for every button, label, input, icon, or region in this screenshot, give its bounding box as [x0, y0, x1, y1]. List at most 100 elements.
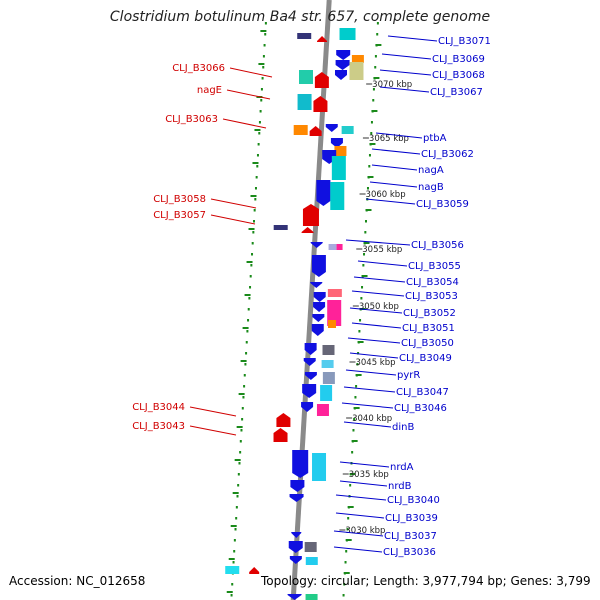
right-gene-label: CLJ_B3055: [408, 261, 461, 272]
ruler-dot: [372, 88, 375, 91]
ruler-tick: [375, 44, 382, 46]
leader-line: [369, 181, 418, 188]
topology-text: Topology: circular; Length: 3,977,794 bp…: [261, 574, 591, 588]
right-gene-label: CLJ_B3052: [403, 308, 456, 319]
right-gene-label: CLJ_B3059: [416, 199, 469, 210]
feature-box: [322, 345, 335, 355]
kbp-label: 3030 kbp: [345, 526, 385, 536]
feature-box: [321, 360, 334, 368]
leader-line: [189, 406, 237, 417]
ruler-dot: [370, 121, 373, 124]
ruler-dot: [356, 363, 359, 366]
ruler-dot: [361, 286, 364, 289]
ruler-tick: [361, 275, 368, 277]
ruler-tick: [373, 77, 380, 79]
right-gene-label: CLJ_B3062: [421, 149, 474, 160]
ruler-tick: [246, 261, 253, 263]
ruler-dot: [359, 319, 362, 322]
left-gene-label: CLJ_B3057: [153, 210, 206, 221]
reverse-gene: [325, 124, 338, 132]
ruler-dot: [352, 429, 355, 432]
ruler-dot: [247, 308, 250, 311]
reverse-gene: [303, 358, 316, 366]
reverse-gene: [289, 494, 304, 502]
feature-box: [299, 70, 313, 84]
ruler-dot: [351, 451, 354, 454]
ruler-dot: [355, 385, 358, 388]
ruler-dot: [344, 561, 347, 564]
feature-box: [322, 372, 335, 384]
leader-line: [371, 164, 418, 171]
forward-gene: [309, 126, 322, 136]
left-gene-label: CLJ_B3066: [172, 63, 225, 74]
ruler-dot: [263, 44, 266, 47]
leader-line: [357, 260, 408, 267]
reverse-gene: [289, 556, 302, 564]
feature-box: [304, 542, 317, 552]
forward-gene: [302, 204, 319, 226]
ruler-tick: [248, 228, 255, 230]
leader-line: [381, 53, 432, 60]
leader-line: [379, 69, 432, 76]
reverse-gene: [313, 292, 326, 302]
ruler-dot: [259, 110, 262, 113]
forward-gene: [317, 36, 328, 42]
ruler-dot: [249, 275, 252, 278]
leader-line: [333, 530, 384, 537]
ruler-tick: [250, 195, 257, 197]
ruler-dot: [349, 484, 352, 487]
ruler-tick: [230, 525, 237, 527]
feature-box: [305, 594, 318, 600]
leader-line: [222, 118, 267, 129]
genome-title: Clostridium botulinum Ba4 str. 657, comp…: [109, 9, 491, 25]
ruler-tick: [355, 374, 362, 376]
left-gene-label: CLJ_B3043: [132, 421, 185, 432]
ruler-dot: [372, 99, 375, 102]
right-gene-label: CLJ_B3047: [396, 387, 449, 398]
right-gene-label: CLJ_B3037: [384, 531, 437, 542]
right-gene-label: CLJ_B3071: [438, 36, 491, 47]
leader-line: [353, 276, 406, 283]
feature-box: [293, 125, 308, 135]
ruler-tick: [236, 426, 243, 428]
ruler-tick: [371, 110, 378, 112]
feature-box: [336, 244, 343, 250]
leader-line: [345, 239, 411, 246]
ruler-dot: [370, 132, 373, 135]
feature-box: [349, 62, 364, 80]
ruler-tick: [242, 327, 249, 329]
leader-line: [229, 67, 273, 78]
ruler-dot: [343, 583, 346, 586]
leader-line: [351, 322, 402, 329]
ruler-dot: [235, 517, 238, 520]
feature-box: [305, 557, 318, 565]
leader-line: [345, 369, 397, 376]
leader-line: [349, 352, 399, 359]
ruler-tick: [345, 539, 352, 541]
ruler-dot: [233, 550, 236, 553]
feature-box: [339, 28, 356, 40]
ruler-tick: [254, 129, 261, 131]
forward-gene: [273, 428, 288, 442]
ruler-dot: [246, 330, 249, 333]
ruler-tick: [240, 360, 247, 362]
ruler-tick: [367, 176, 374, 178]
ruler-tick: [353, 407, 360, 409]
right-gene-label: CLJ_B3049: [399, 353, 452, 364]
ruler-dot: [262, 66, 265, 69]
ruler-dot: [245, 352, 248, 355]
ruler-dot: [374, 66, 377, 69]
ruler-dot: [243, 374, 246, 377]
ruler-tick: [244, 294, 251, 296]
ruler-dot: [234, 528, 237, 531]
ruler-dot: [360, 297, 363, 300]
leader-line: [379, 86, 430, 93]
right-gene-label: CLJ_B3050: [401, 338, 454, 349]
ruler-dot: [358, 330, 361, 333]
leader-line: [351, 290, 405, 297]
ruler-dot: [233, 539, 236, 542]
ruler-tick: [347, 506, 354, 508]
right-gene-label: CLJ_B3068: [432, 70, 485, 81]
ruler-dot: [262, 55, 265, 58]
